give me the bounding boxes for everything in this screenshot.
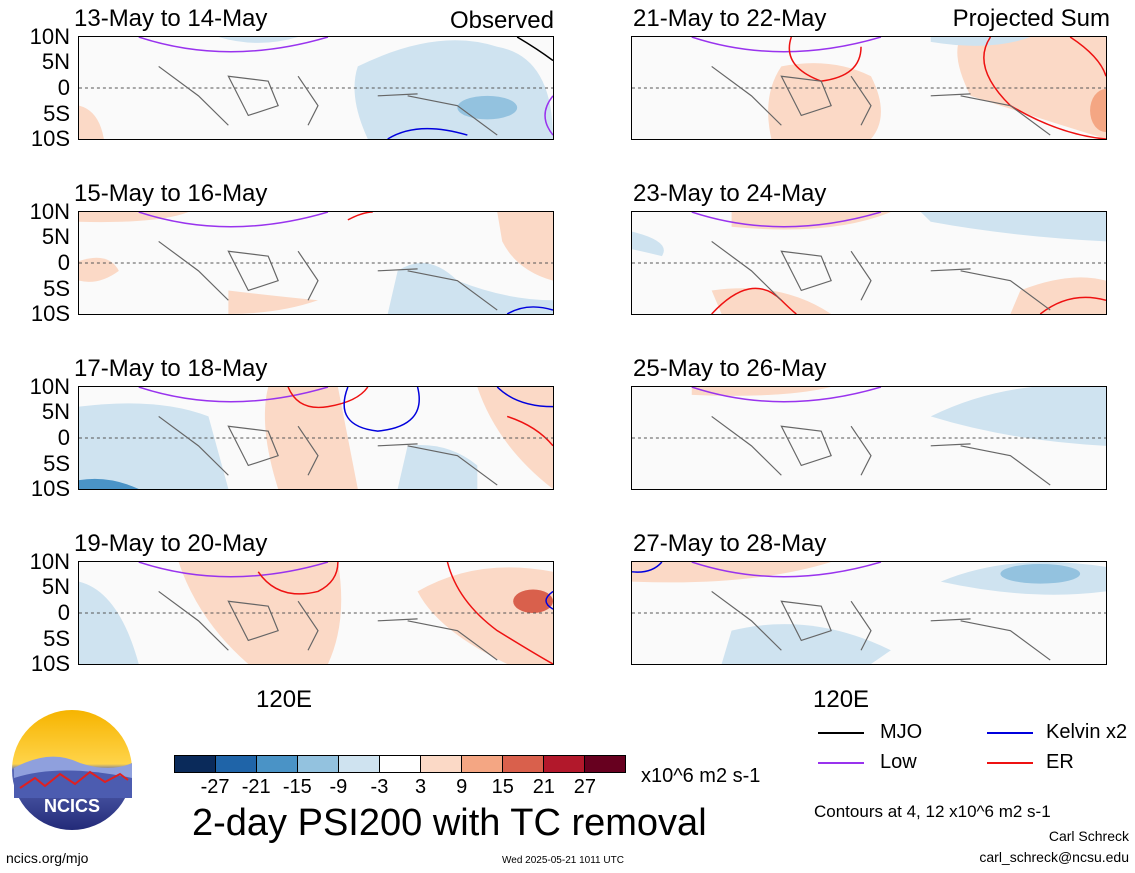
colorbar-swatch [257,756,298,772]
map-panel [631,561,1107,665]
colorbar-tick-label: 21 [532,776,555,798]
contour-note: Contours at 4, 12 x10^6 m2 s-1 [814,802,1051,821]
lat-label: 5N [41,49,70,74]
colorbar-tick-label: -21 [241,776,271,798]
lat-label: 5N [41,574,70,599]
map-panel [78,36,554,140]
legend-label: MJO [880,721,923,743]
lat-label: 0 [57,425,70,450]
legend-label: ER [1046,751,1074,773]
colorbar-swatch [216,756,257,772]
colorbar [174,755,626,773]
map-panel [78,561,554,665]
panel-title: 25-May to 26-May [633,355,827,382]
lat-label: 5N [41,399,70,424]
lat-label: 0 [57,250,70,275]
lat-label: 10N [29,549,70,574]
observed-label: Observed [449,7,554,34]
lat-label: 5S [43,101,70,126]
lat-label: 5S [43,451,70,476]
lat-label: 0 [57,600,70,625]
ncics-logo: NCICS [12,710,132,830]
main-title: 2-day PSI200 with TC removal [192,802,707,844]
lat-label: 10S [30,126,70,151]
map-panel [631,36,1107,140]
projected-sum-label: Projected Sum [952,5,1110,32]
colorbar-swatch [503,756,544,772]
lat-label: 10N [29,374,70,399]
colorbar-swatch [175,756,216,772]
colorbar-swatch [380,756,421,772]
lat-label: 5N [41,224,70,249]
colorbar-tick-label: 15 [491,776,514,798]
panel-title: 27-May to 28-May [633,530,827,557]
panel-title: 13-May to 14-May [74,5,268,32]
site-link[interactable]: ncics.org/mjo [6,850,89,866]
er-legend-line [987,762,1033,764]
author: Carl Schreck [1048,828,1129,844]
lat-label: 5S [43,626,70,651]
colorbar-swatch [339,756,380,772]
timestamp: Wed 2025-05-21 1011 UTC [502,855,624,866]
lon-label: 120E [256,686,313,713]
logo-text: NCICS [44,796,100,816]
colorbar-swatch [421,756,462,772]
lon-label: 120E [813,686,870,713]
colorbar-tick-label: -3 [370,776,389,798]
map-panel [631,211,1107,315]
panel-title: 15-May to 16-May [74,180,268,207]
map-panel [631,386,1107,490]
colorbar-tick-label: 9 [456,776,468,798]
panel-title: 23-May to 24-May [633,180,827,207]
colorbar-tick-label: -27 [200,776,230,798]
units-label: x10^6 m2 s-1 [641,765,761,787]
map-panel [78,211,554,315]
lat-label: 5S [43,276,70,301]
legend-label: Low [880,751,917,773]
colorbar-swatch [585,756,625,772]
colorbar-tick-label: 27 [573,776,597,798]
colorbar-tick-label: 3 [414,776,427,798]
lat-label: 10S [30,651,70,676]
mjo-legend-line [818,732,864,734]
colorbar-tick-label: -9 [329,776,348,798]
lat-label: 10N [29,199,70,224]
map-panel [78,386,554,490]
lat-label: 0 [57,75,70,100]
colorbar-swatch [462,756,503,772]
author-email[interactable]: carl_schreck@ncsu.edu [979,849,1129,865]
low-legend-line [818,762,864,764]
panel-title: 19-May to 20-May [74,530,268,557]
lat-label: 10S [30,301,70,326]
lat-label: 10N [29,24,70,49]
lat-label: 10S [30,476,70,501]
legend-label: Kelvin x2 [1046,721,1128,743]
panel-title: 21-May to 22-May [633,5,827,32]
panel-title: 17-May to 18-May [74,355,268,382]
colorbar-tick-label: -15 [282,776,312,798]
colorbar-swatch [298,756,339,772]
colorbar-swatch [544,756,585,772]
kelvin-legend-line [987,732,1033,734]
